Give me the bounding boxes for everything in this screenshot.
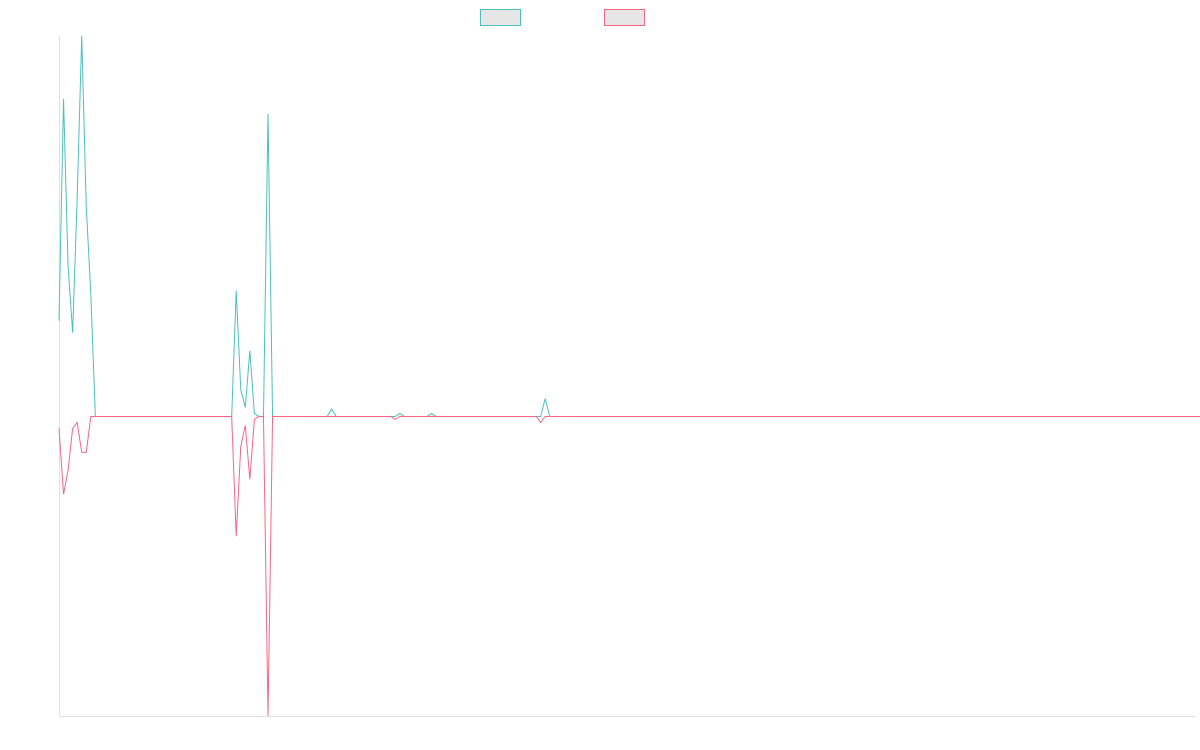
series-2-line[interactable]: [58, 415, 1200, 717]
series-layer: [58, 35, 1200, 717]
legend-swatch-series-1[interactable]: [480, 9, 521, 26]
legend-swatch-series-2[interactable]: [604, 9, 645, 26]
series-1-line[interactable]: [58, 35, 1200, 417]
